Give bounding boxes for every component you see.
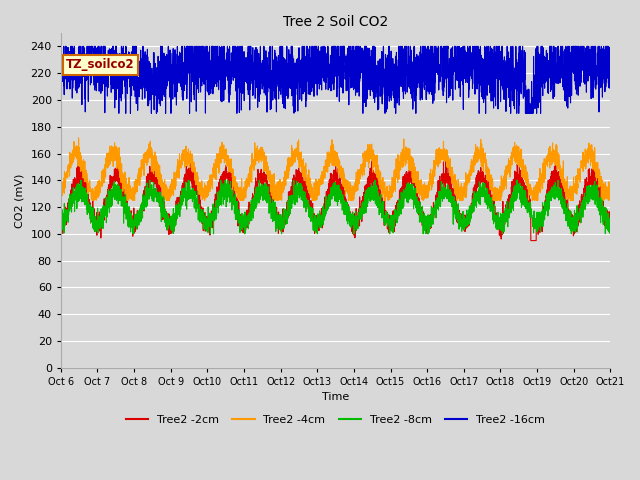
Tree2 -16cm	[211, 58, 218, 63]
Text: TZ_soilco2: TZ_soilco2	[67, 58, 135, 71]
Tree2 -16cm	[606, 63, 614, 69]
Tree2 -2cm	[175, 206, 182, 212]
Tree2 -4cm	[75, 135, 83, 141]
Tree2 -2cm	[211, 204, 218, 210]
Tree2 -16cm	[399, 82, 407, 87]
Tree2 -4cm	[175, 163, 182, 169]
Line: Tree2 -2cm: Tree2 -2cm	[61, 160, 611, 240]
Tree2 -4cm	[607, 196, 614, 202]
Tree2 -16cm	[607, 64, 614, 70]
Tree2 -2cm	[555, 169, 563, 175]
Tree2 -8cm	[606, 220, 614, 226]
Y-axis label: CO2 (mV): CO2 (mV)	[15, 173, 25, 228]
Tree2 -16cm	[175, 69, 182, 74]
Tree2 -16cm	[555, 81, 563, 86]
Tree2 -8cm	[555, 181, 563, 187]
Tree2 -16cm	[60, 44, 68, 49]
Tree2 -8cm	[399, 197, 407, 203]
Tree2 -2cm	[527, 238, 534, 243]
Tree2 -2cm	[606, 220, 614, 226]
Tree2 -2cm	[389, 228, 397, 234]
Tree2 -2cm	[442, 157, 450, 163]
Tree2 -4cm	[88, 197, 96, 203]
X-axis label: Time: Time	[322, 393, 349, 402]
Tree2 -16cm	[390, 66, 397, 72]
Tree2 -8cm	[130, 231, 138, 237]
Tree2 -16cm	[57, 77, 65, 83]
Tree2 -4cm	[57, 192, 65, 198]
Tree2 -2cm	[607, 223, 614, 228]
Line: Tree2 -4cm: Tree2 -4cm	[61, 138, 611, 200]
Tree2 -4cm	[211, 164, 218, 170]
Tree2 -2cm	[399, 182, 406, 188]
Tree2 -8cm	[390, 220, 397, 226]
Tree2 -2cm	[57, 219, 65, 225]
Tree2 -8cm	[607, 214, 614, 219]
Tree2 -8cm	[77, 178, 84, 183]
Tree2 -4cm	[555, 156, 563, 162]
Tree2 -8cm	[57, 219, 65, 225]
Line: Tree2 -8cm: Tree2 -8cm	[61, 180, 611, 234]
Tree2 -4cm	[399, 159, 407, 165]
Title: Tree 2 Soil CO2: Tree 2 Soil CO2	[283, 15, 388, 29]
Tree2 -8cm	[175, 210, 182, 216]
Tree2 -16cm	[115, 110, 123, 116]
Tree2 -4cm	[606, 179, 614, 185]
Legend: Tree2 -2cm, Tree2 -4cm, Tree2 -8cm, Tree2 -16cm: Tree2 -2cm, Tree2 -4cm, Tree2 -8cm, Tree…	[122, 410, 550, 429]
Line: Tree2 -16cm: Tree2 -16cm	[61, 47, 611, 113]
Tree2 -4cm	[390, 181, 397, 187]
Tree2 -8cm	[211, 218, 218, 224]
